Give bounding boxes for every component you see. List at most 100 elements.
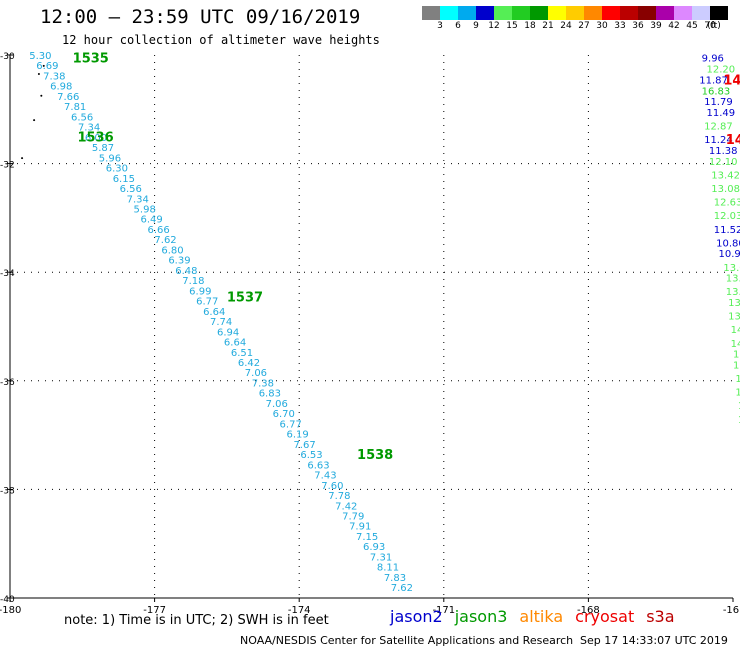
legend-swatch [692, 6, 710, 20]
track-value: 6.42 [238, 358, 260, 369]
latitude-label: -38 [0, 486, 15, 496]
legend-swatch [638, 6, 656, 20]
track-value: 7.38 [252, 378, 274, 389]
track-value: 5.96 [99, 153, 121, 164]
edge-pass-label: 14 [726, 133, 740, 148]
legend-swatch [710, 6, 728, 20]
legend-label: 9 [473, 21, 479, 31]
page-subtitle: 12 hour collection of altimeter wave hei… [62, 33, 380, 47]
legend-swatch [458, 6, 476, 20]
track-value: 6.80 [161, 245, 183, 256]
legend-label: 21 [542, 21, 554, 31]
edge-pass-label: 14 [723, 73, 740, 88]
track-value: 8.11 [377, 563, 399, 574]
track-value-right: 11.87 [699, 75, 728, 86]
legend-label: 27 [578, 21, 590, 31]
track-value-right: 9.96 [702, 54, 724, 65]
track-value-right: 16.83 [702, 86, 731, 97]
longitude-label: -16 [723, 605, 739, 616]
track-value-right: 14.2 [731, 339, 740, 350]
track-value: 7.31 [370, 552, 392, 563]
track-value: 7.66 [57, 92, 79, 103]
track-value-right: 13.75 [726, 287, 740, 298]
track-value: 5.87 [92, 143, 114, 154]
island-dot [21, 157, 24, 160]
latitude-label: -36 [0, 378, 15, 388]
track-value-right: 13.42 [711, 170, 740, 181]
track-value: 6.93 [363, 542, 385, 553]
track-value: 7.62 [391, 583, 413, 594]
legend-swatch [620, 6, 638, 20]
track-value-right: 12.9 [738, 401, 740, 412]
track-value-right: 13.0 [723, 263, 740, 274]
legend-label: 42 [668, 21, 680, 31]
track-value: 7.78 [328, 491, 350, 502]
track-value: 7.15 [356, 532, 378, 543]
track-value-right: 12.10 [709, 157, 738, 168]
legend-unit: (ft) [707, 21, 721, 31]
track-value: 6.30 [106, 164, 128, 175]
track-value: 6.99 [189, 286, 211, 297]
track-value: 7.43 [314, 471, 336, 482]
track-value-right: 13.4 [728, 298, 740, 309]
track-value: 5.30 [29, 51, 51, 62]
latitude-label: -30 [0, 52, 15, 62]
longitude-label: -171 [432, 605, 455, 616]
track-value: 6.66 [147, 225, 169, 236]
track-value-right: 11.79 [704, 97, 733, 108]
track-value: 6.94 [217, 327, 239, 338]
color-scale-legend [422, 6, 728, 20]
legend-swatch [566, 6, 584, 20]
longitude-label: -177 [143, 605, 166, 616]
track-value-right: 12.3 [738, 415, 740, 426]
track-value: 6.19 [287, 430, 309, 441]
track-value: 7.34 [127, 194, 149, 205]
legend-swatch [494, 6, 512, 20]
track-value-right: 12.20 [706, 65, 735, 76]
track-value: 6.64 [203, 307, 225, 318]
track-value: 7.06 [245, 368, 267, 379]
legend-label: 33 [614, 21, 626, 31]
legend-label: 6 [455, 21, 461, 31]
track-value: 7.79 [342, 512, 364, 523]
track-value-right: 14.4 [735, 374, 740, 385]
longitude-label: -174 [288, 605, 311, 616]
track-value-right: 13.5 [733, 361, 740, 372]
longitude-label: -168 [577, 605, 600, 616]
track-value-right: 12.03 [714, 211, 740, 222]
track-value: 7.60 [321, 481, 343, 492]
track-value: 6.70 [273, 409, 295, 420]
track-value: 7.67 [293, 440, 315, 451]
island-dot [37, 73, 40, 76]
legend-swatch [422, 6, 440, 20]
track-value-right: 12.63 [714, 198, 740, 209]
legend-swatch [602, 6, 620, 20]
legend-label: 30 [596, 21, 608, 31]
page-title: 12:00 – 23:59 UTC 09/16/2019 [40, 6, 361, 28]
track-value: 6.15 [113, 174, 135, 185]
track-value-right: 11.52 [714, 225, 740, 236]
island-dot [40, 94, 43, 97]
color-scale-labels: 3 6 9 12 15 18 21 24 27 30 33 36 39 42 45 70 (ft) [422, 21, 740, 33]
footer-timestamp: Sep 17 14:33:07 UTC 2019 [580, 634, 728, 647]
island-dot [42, 64, 45, 67]
legend-swatch [674, 6, 692, 20]
legend-swatch [584, 6, 602, 20]
footer-note: note: 1) Time is in UTC; 2) SWH is in fe… [64, 613, 329, 628]
track-value: 6.48 [175, 266, 197, 277]
legend-label: 70 [704, 21, 716, 31]
legend-label: 15 [506, 21, 518, 31]
track-value: 7.06 [266, 399, 288, 410]
satellite-cryosat: cryosat [575, 607, 635, 626]
track-value: 7.91 [349, 522, 371, 533]
track-value: 6.83 [259, 389, 281, 400]
track-value: 6.53 [300, 450, 322, 461]
satellite-s3a: s3a [646, 607, 675, 626]
pass-number-label: 1535 [73, 52, 109, 67]
legend-swatch [440, 6, 458, 20]
track-value: 7.38 [43, 71, 65, 82]
satellite-jason2: jason2 [390, 607, 443, 626]
footer-center: NOAA/NESDIS Center for Satellite Applica… [240, 634, 574, 647]
longitude-label: -180 [0, 605, 21, 616]
track-value-right: 13.3 [733, 350, 740, 361]
